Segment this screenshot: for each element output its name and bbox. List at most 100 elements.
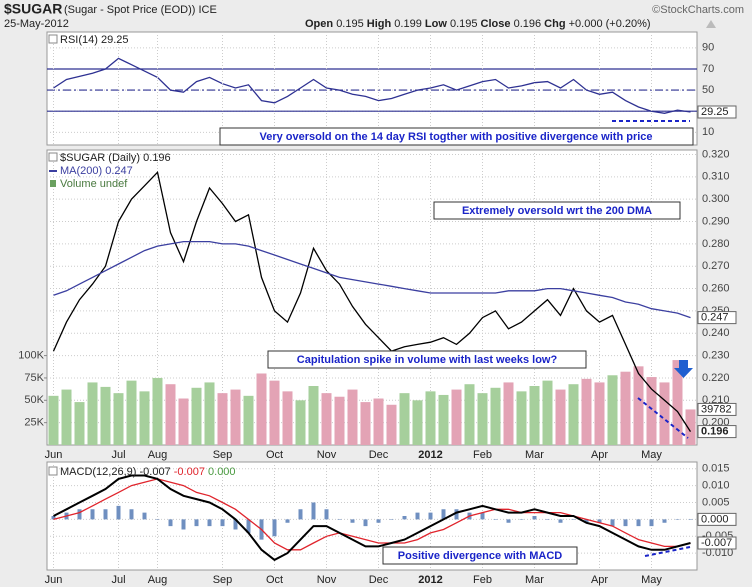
bar [389,519,394,520]
bar [116,505,121,520]
quote-value: 0.199 [394,18,422,30]
bar [594,382,605,445]
bar [623,519,628,527]
bar [571,519,576,520]
bar [425,391,436,445]
value-box-label: -0.007 [701,537,732,549]
legend-name: MACD(12,26,9) [60,466,136,478]
date: 25-May-2012 [4,18,69,30]
bar [402,516,407,520]
bar [113,393,124,445]
annotation: Capitulation spike in volume with last w… [297,354,558,366]
bar [555,389,566,445]
bar [672,360,683,445]
value-box-label: 0.000 [701,513,729,525]
legend-value: -0.007 [139,466,170,478]
overlays: RSI(14) 29.25 $SUGAR (Daily) 0.196 MA(20… [48,34,694,565]
bar [139,391,150,445]
x-tick-label: Feb [473,449,492,461]
bar [490,387,501,445]
bar [90,509,95,520]
bar [246,519,251,533]
bar [308,386,319,445]
x-tick-label: Sep [213,574,233,586]
trendline [637,397,689,439]
annotation-box [267,350,587,369]
annotation-box [433,201,681,220]
value-box [697,512,737,526]
panel [46,31,698,146]
value-box [697,536,737,550]
x-tick-label: Apr [591,574,608,586]
legend-value: -0.007 [174,466,205,478]
value-box-label: 0.196 [701,425,729,437]
arrow-icon [674,360,693,378]
legend-value: 0.196 [143,152,171,164]
bar [103,509,108,520]
bar [61,389,72,445]
legend-name: MA(200) [60,165,102,177]
y2-tick-label: 100K [18,350,44,362]
y-tick-label: 0.005 [702,496,730,508]
bar [675,519,680,520]
bar [451,389,462,445]
x-tick-label: May [641,574,662,586]
quote-value: 0.195 [336,18,364,30]
bar [454,509,459,520]
bar [412,400,423,445]
x-tick-label: Dec [369,574,389,586]
bar [516,391,527,445]
x-tick-label: Oct [266,574,283,586]
y-tick-label: 0.300 [702,193,730,205]
bar [230,389,241,445]
legend-name: RSI(14) [60,34,98,46]
bar [376,519,381,523]
y-tick-label: 0.240 [702,327,730,339]
bar [207,519,212,527]
y-tick-label: 0.010 [702,480,730,492]
bar [688,519,693,520]
annotation: Extremely oversold wrt the 200 DMA [462,205,652,217]
line [53,240,691,319]
legend: MACD(12,26,9) -0.007 -0.007 0.000 [60,466,236,478]
bar [532,516,537,520]
bar [636,519,641,527]
bar [581,378,592,445]
x-tick-label: Jun [45,574,63,586]
x-tick-label: Mar [525,449,544,461]
plots: 907050301029.250.3200.3100.3000.2900.280… [18,31,737,586]
bar [347,389,358,445]
annotation: Very oversold on the 14 day RSI togther … [259,131,652,143]
legend: RSI(14) 29.25 [60,34,129,46]
bar [243,395,254,445]
x-tick-label: 2012 [418,449,442,461]
bar [350,519,355,523]
x-tick-label: Nov [317,574,337,586]
bar [181,519,186,530]
symbol: $SUGAR [4,1,62,17]
y-tick-label: 0.270 [702,260,730,272]
bar [204,382,215,445]
line [53,474,691,562]
legend-value: 0.000 [208,466,236,478]
quote-value: 0.195 [450,18,478,30]
bar [399,393,410,445]
description: (Sugar - Spot Price (EOD)) ICE [64,4,217,16]
value-box [697,311,737,325]
line [52,170,692,432]
x-tick-label: Feb [473,574,492,586]
quote-label: High [367,18,392,30]
y-tick-label: 0.230 [702,350,730,362]
bar [542,380,553,445]
bar [256,373,267,445]
bar [100,386,111,445]
bar [464,384,475,445]
x-tick-label: Jun [45,449,63,461]
bar [48,395,59,445]
bar [610,519,615,527]
y2-tick-label: 50K [24,394,44,406]
bar [194,519,199,527]
bar [217,393,228,445]
bar [659,382,670,445]
legend-icon [48,34,58,44]
